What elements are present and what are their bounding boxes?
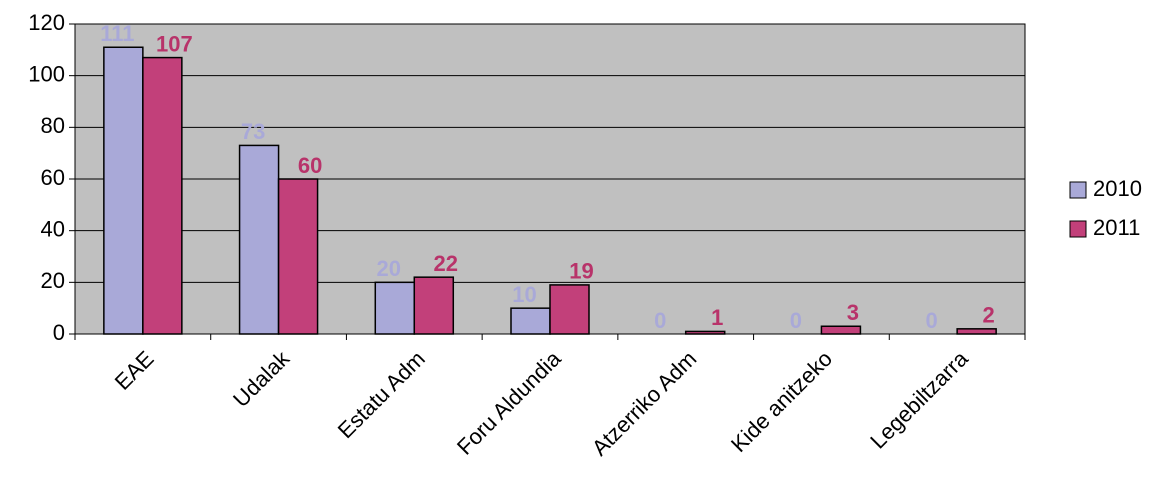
value-label: 111 (100, 21, 134, 46)
y-tick-label: 60 (41, 165, 65, 190)
x-tick-label: Legebiltzarra (865, 345, 973, 453)
x-tick-label: Atzerriko Adm (587, 346, 702, 461)
value-label: 1 (711, 305, 723, 330)
legend-label: 2010 (1093, 176, 1142, 201)
y-tick-label: 80 (41, 113, 65, 138)
bar (238, 144, 280, 335)
x-tick-label: Estatu Adm (333, 346, 430, 443)
value-label: 10 (512, 282, 536, 307)
bar (549, 284, 590, 335)
bar (510, 307, 551, 335)
bar (374, 281, 416, 335)
legend-swatch (1069, 220, 1087, 238)
y-tick-label: 0 (53, 320, 65, 345)
bar (684, 330, 726, 335)
bar (277, 178, 319, 335)
value-label: 0 (654, 308, 666, 333)
y-tick-label: 40 (41, 216, 65, 241)
y-tick-label: 20 (41, 268, 65, 293)
value-label: 3 (847, 300, 859, 325)
bar (956, 328, 997, 335)
y-tick-label: 100 (28, 61, 65, 86)
value-label: 60 (298, 153, 322, 178)
value-label: 73 (241, 119, 265, 144)
value-label: 0 (790, 308, 802, 333)
value-label: 19 (569, 259, 593, 284)
x-tick-label: Kide anitzeko (726, 346, 837, 457)
bar (103, 46, 144, 335)
bar (820, 325, 862, 335)
legend-swatch (1069, 181, 1087, 199)
x-tick-label: EAE (110, 346, 159, 395)
value-label: 0 (926, 308, 938, 333)
x-tick-label: Foru Aldundia (452, 345, 566, 459)
bar (142, 56, 183, 335)
x-tick-label: Udalak (228, 345, 295, 412)
value-label: 107 (156, 31, 193, 56)
bar (413, 276, 455, 335)
y-tick-label: 120 (28, 10, 65, 35)
value-label: 2 (983, 303, 995, 328)
value-label: 22 (434, 251, 458, 276)
legend-label: 2011 (1093, 215, 1140, 240)
value-label: 20 (377, 256, 401, 281)
